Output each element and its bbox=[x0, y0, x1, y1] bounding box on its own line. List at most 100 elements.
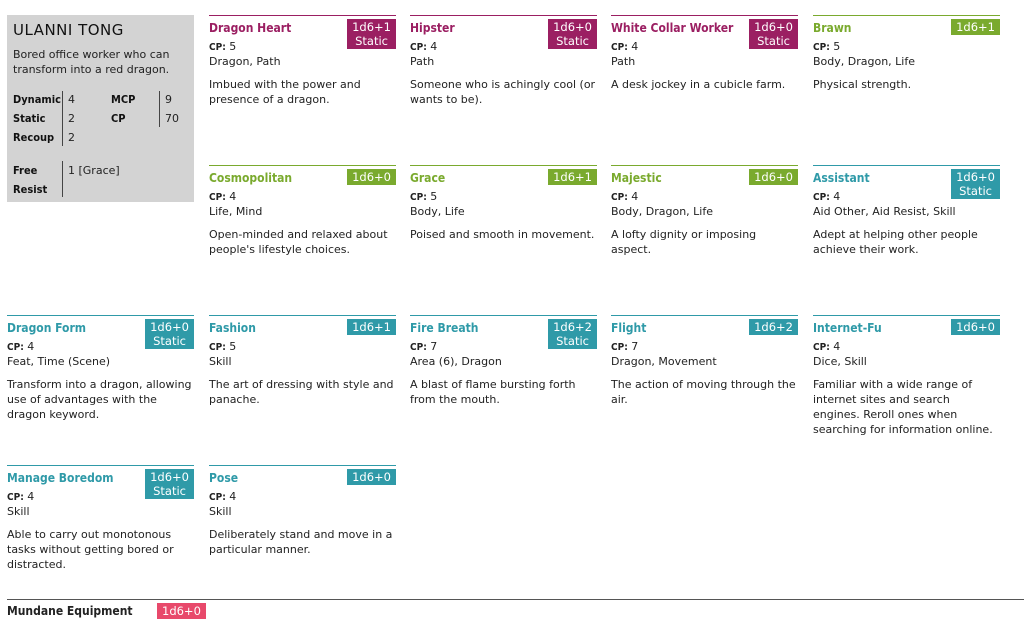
card-description: Familiar with a wide range of internet s… bbox=[813, 378, 993, 436]
card-cp: CP: 5 bbox=[209, 40, 236, 53]
static-tag: Static bbox=[556, 34, 589, 48]
dice-badge: 1d6+0 Static bbox=[548, 19, 597, 49]
dice-value: 1d6+0 bbox=[754, 20, 793, 34]
card-cp: CP: 5 bbox=[209, 340, 236, 353]
card-title: Cosmopolitan bbox=[209, 171, 293, 185]
card-keywords: Body, Dragon, Life bbox=[611, 205, 713, 218]
card-rule bbox=[209, 315, 396, 316]
recoup-value: 2 bbox=[68, 131, 75, 144]
cp-value: 7 bbox=[430, 340, 438, 353]
card-cp: CP: 4 bbox=[611, 40, 638, 53]
card-keywords: Path bbox=[611, 55, 636, 68]
dice-value: 1d6+0 bbox=[352, 170, 391, 184]
card-cp: CP: 5 bbox=[410, 190, 437, 203]
recoup-label: Recoup bbox=[13, 131, 55, 144]
cp-label: CP: bbox=[813, 42, 830, 53]
card-description: The action of moving through the air. bbox=[611, 378, 796, 406]
card-rule bbox=[611, 315, 798, 316]
card-keywords: Skill bbox=[7, 505, 30, 518]
card-keywords: Aid Other, Aid Resist, Skill bbox=[813, 205, 956, 218]
dice-value: 1d6+0 bbox=[956, 320, 995, 334]
card-rule bbox=[209, 15, 396, 16]
dice-value: 1d6+0 bbox=[754, 170, 793, 184]
cp-value: 4 bbox=[631, 40, 639, 53]
cp-label: CP: bbox=[813, 342, 830, 353]
static-tag: Static bbox=[757, 34, 790, 48]
dynamic-label: Dynamic bbox=[13, 93, 61, 106]
card-rule bbox=[813, 315, 1000, 316]
card-description: Able to carry out monotonous tasks witho… bbox=[7, 528, 174, 571]
card-rule bbox=[813, 15, 1000, 16]
dice-badge: 1d6+1 bbox=[951, 19, 1000, 35]
cp-value: 4 bbox=[833, 190, 841, 203]
card-rule bbox=[7, 465, 194, 466]
card-cp: CP: 4 bbox=[611, 190, 638, 203]
character-sheet: ULANNI TONG Bored office worker who can … bbox=[7, 15, 194, 202]
card-cp: CP: 4 bbox=[813, 340, 840, 353]
cp-value: 4 bbox=[833, 340, 841, 353]
cp-value: 4 bbox=[27, 340, 35, 353]
cp-total-value: 70 bbox=[165, 112, 179, 125]
card-description: The art of dressing with style and panac… bbox=[209, 378, 394, 406]
cp-label: CP: bbox=[209, 42, 226, 53]
card-title: Manage Boredom bbox=[7, 471, 114, 485]
card-title: Majestic bbox=[611, 171, 662, 185]
card-title: Internet-Fu bbox=[813, 321, 882, 335]
dice-value: 1d6+1 bbox=[956, 20, 995, 34]
cp-value: 4 bbox=[631, 190, 639, 203]
dice-value: 1d6+1 bbox=[352, 20, 391, 34]
static-label: Static bbox=[13, 112, 46, 125]
card-cp: CP: 4 bbox=[209, 190, 236, 203]
card-cp: CP: 7 bbox=[410, 340, 437, 353]
cp-label: CP: bbox=[611, 342, 628, 353]
dice-badge: 1d6+2 bbox=[749, 319, 798, 335]
card-title: Brawn bbox=[813, 21, 852, 35]
card-rule bbox=[209, 465, 396, 466]
card-description: Deliberately stand and move in a particu… bbox=[209, 528, 393, 556]
static-value: 2 bbox=[68, 112, 75, 125]
stats-divider-right bbox=[159, 91, 160, 127]
cp-value: 5 bbox=[229, 340, 237, 353]
cp-label: CP: bbox=[611, 42, 628, 53]
card-description: Imbued with the power and presence of a … bbox=[209, 78, 361, 106]
card-keywords: Body, Life bbox=[410, 205, 465, 218]
dice-badge: 1d6+0 bbox=[347, 169, 396, 185]
card-description: Adept at helping other people achieve th… bbox=[813, 228, 978, 256]
card-keywords: Dice, Skill bbox=[813, 355, 867, 368]
card-description: A desk jockey in a cubicle farm. bbox=[611, 78, 786, 91]
dice-badge: 1d6+0 Static bbox=[749, 19, 798, 49]
dice-badge: 1d6+0 bbox=[347, 469, 396, 485]
card-rule bbox=[410, 15, 597, 16]
cp-label: CP: bbox=[209, 492, 226, 503]
dice-badge: 1d6+0 Static bbox=[145, 319, 194, 349]
cp-label: CP: bbox=[410, 342, 427, 353]
card-cp: CP: 4 bbox=[7, 490, 34, 503]
card-cp: CP: 7 bbox=[611, 340, 638, 353]
cp-value: 5 bbox=[833, 40, 841, 53]
card-description: Someone who is achingly cool (or wants t… bbox=[410, 78, 596, 106]
dice-value: 1d6+0 bbox=[352, 470, 391, 484]
card-keywords: Feat, Time (Scene) bbox=[7, 355, 111, 368]
card-title: Grace bbox=[410, 171, 446, 185]
cp-label: CP: bbox=[7, 492, 24, 503]
card-description: Transform into a dragon, allowing use of… bbox=[7, 378, 192, 421]
static-tag: Static bbox=[153, 334, 186, 348]
card-description: A blast of flame bursting forth from the… bbox=[410, 378, 576, 406]
card-cp: CP: 5 bbox=[813, 40, 840, 53]
dynamic-value: 4 bbox=[68, 93, 75, 106]
equipment-label: Mundane Equipment bbox=[7, 604, 133, 618]
card-title: Assistant bbox=[813, 171, 870, 185]
card-title: Flight bbox=[611, 321, 647, 335]
card-rule bbox=[611, 165, 798, 166]
mcp-label: MCP bbox=[111, 93, 136, 106]
card-cp: CP: 4 bbox=[410, 40, 437, 53]
card-title: Dragon Form bbox=[7, 321, 87, 335]
dice-value: 1d6+2 bbox=[553, 320, 592, 334]
card-description: Open-minded and relaxed about people's l… bbox=[209, 228, 388, 256]
character-description: Bored office worker who can transform in… bbox=[13, 48, 170, 76]
card-cp: CP: 4 bbox=[209, 490, 236, 503]
dice-value: 1d6+1 bbox=[553, 170, 592, 184]
cp-label: CP: bbox=[209, 342, 226, 353]
card-title: Dragon Heart bbox=[209, 21, 292, 35]
dice-badge: 1d6+1 Static bbox=[347, 19, 396, 49]
